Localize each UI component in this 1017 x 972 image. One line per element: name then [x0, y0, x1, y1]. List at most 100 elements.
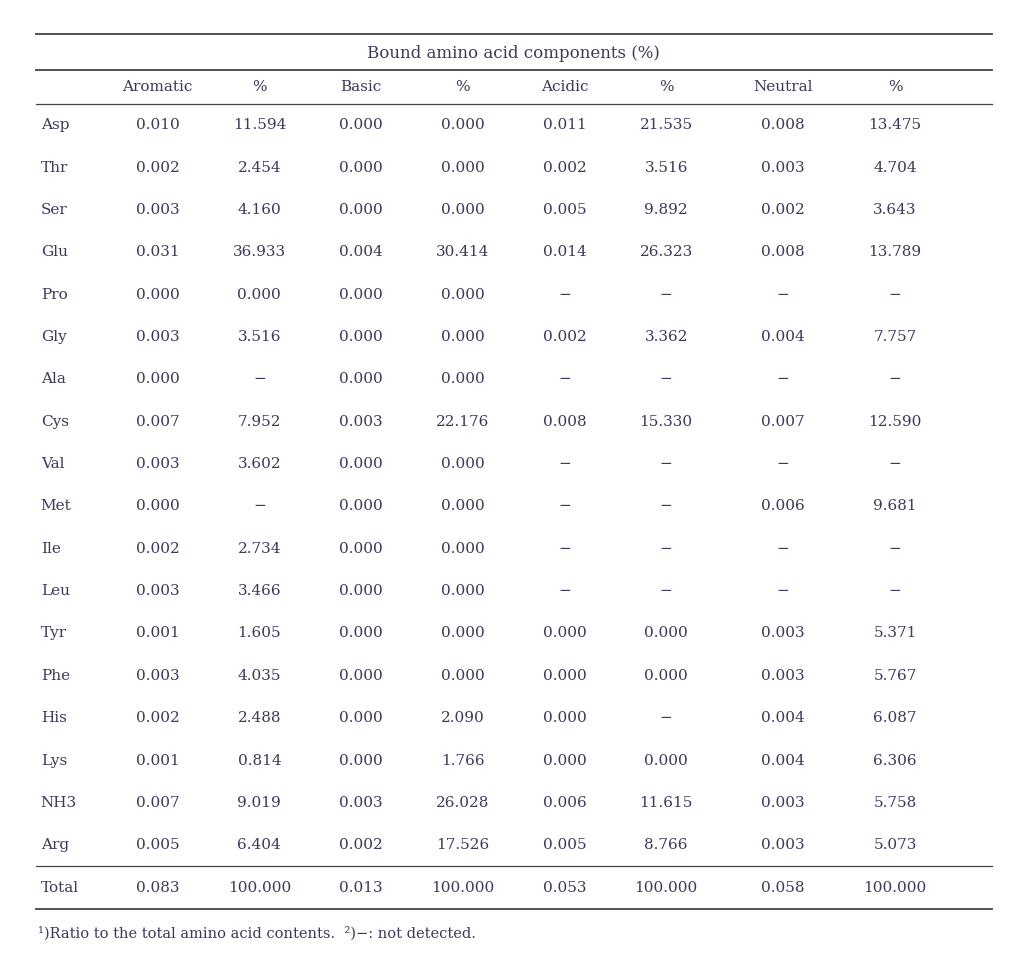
Text: %: %	[888, 81, 902, 94]
Text: Phe: Phe	[41, 669, 70, 683]
Text: 0.007: 0.007	[136, 796, 179, 810]
Text: 3.643: 3.643	[874, 203, 916, 217]
Text: %: %	[252, 81, 266, 94]
Text: 0.003: 0.003	[762, 838, 804, 852]
Text: 0.003: 0.003	[762, 669, 804, 683]
Text: Ala: Ala	[41, 372, 65, 386]
Text: 15.330: 15.330	[640, 415, 693, 429]
Text: 2.488: 2.488	[238, 712, 281, 725]
Text: 0.000: 0.000	[440, 203, 485, 217]
Text: Total: Total	[41, 881, 78, 894]
Text: −: −	[660, 288, 672, 301]
Text: Asp: Asp	[41, 119, 69, 132]
Text: 9.892: 9.892	[645, 203, 687, 217]
Text: −: −	[660, 457, 672, 471]
Text: 13.789: 13.789	[869, 245, 921, 260]
Text: 0.001: 0.001	[135, 753, 180, 768]
Text: 3.466: 3.466	[238, 584, 281, 598]
Text: 36.933: 36.933	[233, 245, 286, 260]
Text: 30.414: 30.414	[436, 245, 489, 260]
Text: 0.000: 0.000	[339, 372, 383, 386]
Text: 3.362: 3.362	[645, 330, 687, 344]
Text: %: %	[659, 81, 673, 94]
Text: 0.000: 0.000	[644, 669, 689, 683]
Text: 0.008: 0.008	[762, 245, 804, 260]
Text: 0.000: 0.000	[339, 627, 383, 641]
Text: 0.003: 0.003	[136, 584, 179, 598]
Text: −: −	[253, 372, 265, 386]
Text: 0.003: 0.003	[340, 796, 382, 810]
Text: Pro: Pro	[41, 288, 67, 301]
Text: 0.002: 0.002	[135, 712, 180, 725]
Text: Gly: Gly	[41, 330, 66, 344]
Text: Glu: Glu	[41, 245, 68, 260]
Text: −: −	[889, 584, 901, 598]
Text: 4.160: 4.160	[237, 203, 282, 217]
Text: 0.005: 0.005	[543, 203, 586, 217]
Text: 0.000: 0.000	[542, 712, 587, 725]
Text: 2.090: 2.090	[440, 712, 485, 725]
Text: −: −	[660, 372, 672, 386]
Text: 0.000: 0.000	[135, 500, 180, 513]
Text: 3.602: 3.602	[238, 457, 281, 471]
Text: Bound amino acid components (%): Bound amino acid components (%)	[367, 45, 660, 62]
Text: 13.475: 13.475	[869, 119, 921, 132]
Text: 0.003: 0.003	[136, 669, 179, 683]
Text: 0.000: 0.000	[339, 119, 383, 132]
Text: 0.006: 0.006	[761, 500, 805, 513]
Text: 0.003: 0.003	[136, 457, 179, 471]
Text: Basic: Basic	[341, 81, 381, 94]
Text: 0.002: 0.002	[339, 838, 383, 852]
Text: 0.000: 0.000	[644, 753, 689, 768]
Text: −: −	[558, 541, 571, 556]
Text: 0.058: 0.058	[762, 881, 804, 894]
Text: Arg: Arg	[41, 838, 69, 852]
Text: 4.035: 4.035	[238, 669, 281, 683]
Text: 2.734: 2.734	[238, 541, 281, 556]
Text: Thr: Thr	[41, 160, 68, 175]
Text: 0.000: 0.000	[135, 372, 180, 386]
Text: 4.704: 4.704	[874, 160, 916, 175]
Text: Lys: Lys	[41, 753, 67, 768]
Text: Aromatic: Aromatic	[122, 81, 193, 94]
Text: Acidic: Acidic	[541, 81, 588, 94]
Text: 5.073: 5.073	[874, 838, 916, 852]
Text: −: −	[777, 541, 789, 556]
Text: Neutral: Neutral	[754, 81, 813, 94]
Text: 0.000: 0.000	[339, 500, 383, 513]
Text: 17.526: 17.526	[436, 838, 489, 852]
Text: 5.758: 5.758	[874, 796, 916, 810]
Text: −: −	[889, 457, 901, 471]
Text: 0.014: 0.014	[542, 245, 587, 260]
Text: 0.000: 0.000	[339, 457, 383, 471]
Text: −: −	[889, 372, 901, 386]
Text: 0.002: 0.002	[542, 330, 587, 344]
Text: 0.000: 0.000	[440, 288, 485, 301]
Text: 9.681: 9.681	[874, 500, 916, 513]
Text: 0.000: 0.000	[440, 457, 485, 471]
Text: −: −	[660, 584, 672, 598]
Text: 0.006: 0.006	[542, 796, 587, 810]
Text: −: −	[777, 288, 789, 301]
Text: 8.766: 8.766	[645, 838, 687, 852]
Text: −: −	[558, 288, 571, 301]
Text: 0.004: 0.004	[761, 753, 805, 768]
Text: 6.087: 6.087	[874, 712, 916, 725]
Text: 2.454: 2.454	[238, 160, 281, 175]
Text: 26.028: 26.028	[436, 796, 489, 810]
Text: 0.003: 0.003	[762, 627, 804, 641]
Text: 0.000: 0.000	[440, 669, 485, 683]
Text: 0.004: 0.004	[761, 330, 805, 344]
Text: 0.000: 0.000	[440, 500, 485, 513]
Text: 0.004: 0.004	[339, 245, 383, 260]
Text: 26.323: 26.323	[640, 245, 693, 260]
Text: 7.952: 7.952	[238, 415, 281, 429]
Text: 0.002: 0.002	[135, 541, 180, 556]
Text: −: −	[660, 712, 672, 725]
Text: 0.011: 0.011	[542, 119, 587, 132]
Text: 0.000: 0.000	[542, 627, 587, 641]
Text: 0.001: 0.001	[135, 627, 180, 641]
Text: NH3: NH3	[41, 796, 77, 810]
Text: 0.031: 0.031	[136, 245, 179, 260]
Text: −: −	[889, 541, 901, 556]
